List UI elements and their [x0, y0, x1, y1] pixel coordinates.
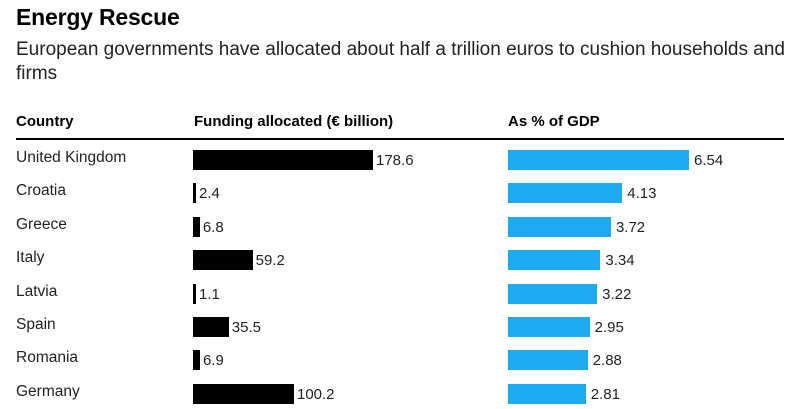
funding-value-label: 1.1	[199, 285, 220, 303]
funding-bar	[193, 183, 196, 204]
gdp-value-label: 4.13	[627, 185, 657, 203]
funding-value-label: 59.2	[255, 252, 285, 270]
country-label: Latvia	[16, 282, 58, 300]
funding-value-label: 178.6	[376, 152, 414, 169]
funding-bar	[193, 383, 294, 404]
gdp-bar	[508, 250, 601, 271]
gdp-value-label: 3.34	[605, 252, 635, 270]
funding-bar	[193, 216, 200, 237]
funding-bar	[193, 316, 229, 337]
funding-bar	[193, 150, 373, 170]
gdp-value-label: 6.54	[694, 152, 724, 169]
funding-bar	[193, 250, 253, 271]
table-row: Romania 6.9 2.88	[16, 342, 786, 375]
country-label: United Kingdom	[16, 149, 127, 166]
funding-bar	[193, 283, 196, 304]
chart-subtitle: European governments have allocated abou…	[16, 39, 785, 84]
table-row: Greece 6.8 3.72	[16, 209, 786, 242]
table-row: Latvia 1.1 3.22	[16, 276, 786, 309]
gdp-bar	[508, 350, 588, 371]
gdp-value-label: 3.22	[602, 285, 632, 303]
table-row: Italy 59.2 3.34	[16, 242, 786, 275]
gdp-bar	[508, 150, 689, 170]
gdp-value-label: 3.72	[615, 218, 646, 236]
table-row: Germany 100.2 2.81	[16, 376, 786, 409]
country-label: Greece	[16, 215, 67, 233]
country-label: Romania	[16, 349, 79, 367]
column-header-country: Country	[16, 113, 74, 130]
chart-title: Energy Rescue	[16, 4, 180, 30]
gdp-bar	[508, 183, 623, 204]
header-divider	[16, 138, 784, 140]
country-label: Italy	[16, 249, 45, 267]
funding-value-label: 35.5	[231, 318, 261, 336]
column-header-row: Country Funding allocated (€ billion) As…	[16, 113, 786, 135]
funding-value-label: 100.2	[296, 385, 335, 403]
chart-rows: United Kingdom 178.6 6.54 Croatia 2.4 4.13 Gre…	[16, 142, 786, 409]
table-row: United Kingdom 178.6 6.54	[16, 142, 786, 175]
table-row: Croatia 2.4 4.13	[16, 175, 786, 208]
funding-bar	[193, 350, 200, 371]
table-row: Spain 35.5 2.95	[16, 309, 786, 342]
funding-value-label: 6.9	[202, 352, 224, 370]
gdp-bar	[508, 383, 586, 404]
gdp-bar	[508, 316, 590, 337]
gdp-bar	[508, 216, 611, 237]
country-label: Spain	[16, 315, 56, 333]
column-header-funding: Funding allocated (€ billion)	[194, 113, 394, 130]
gdp-value-label: 2.81	[590, 385, 620, 403]
column-header-gdp: As % of GDP	[508, 113, 600, 130]
gdp-bar	[508, 283, 598, 304]
country-label: Croatia	[16, 182, 66, 200]
gdp-value-label: 2.88	[592, 352, 622, 370]
funding-value-label: 2.4	[199, 185, 220, 203]
country-label: Germany	[16, 382, 80, 400]
funding-value-label: 6.8	[202, 218, 224, 236]
gdp-value-label: 2.95	[594, 318, 624, 336]
